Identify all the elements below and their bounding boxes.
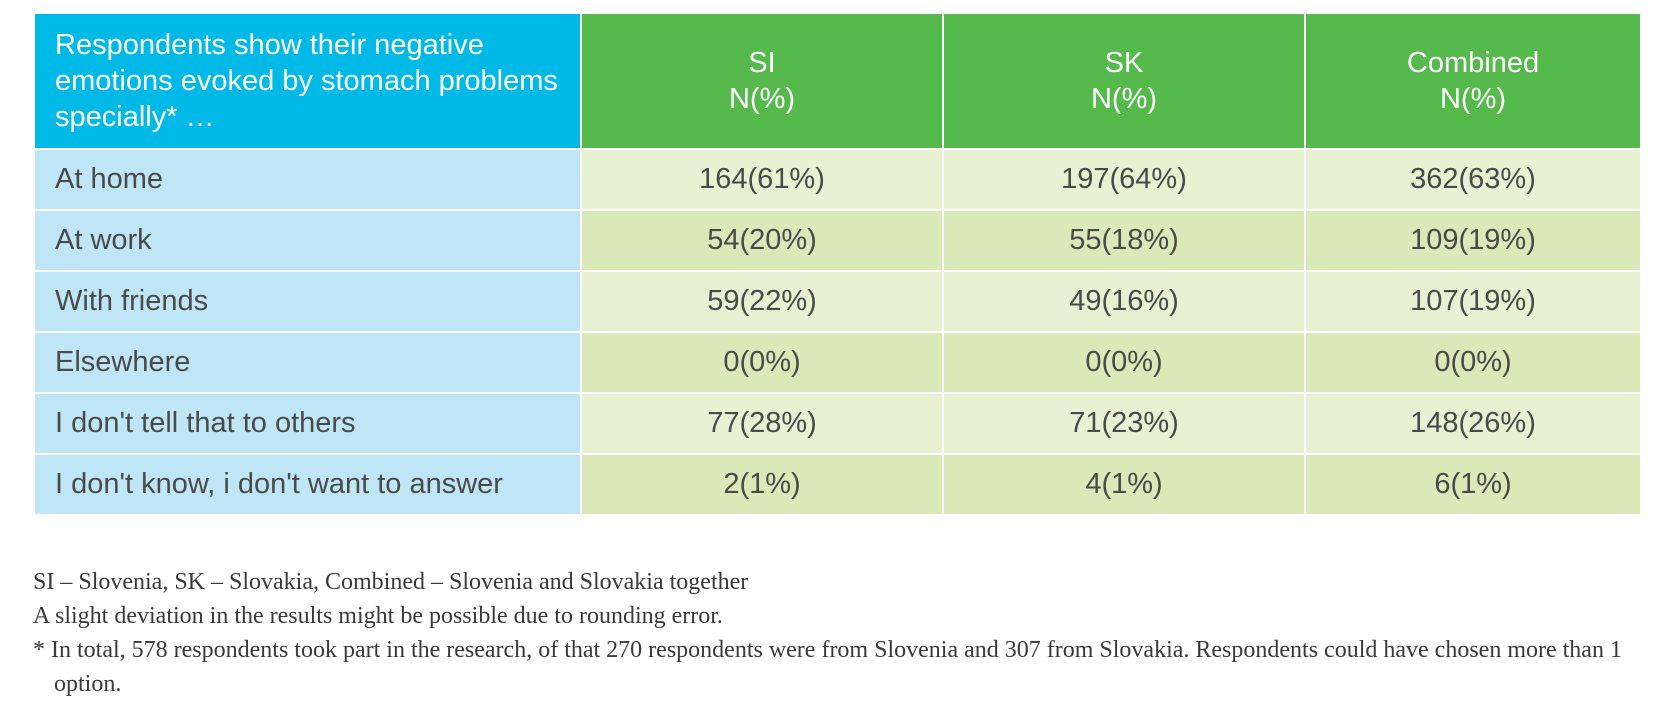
column-header-combined: Combined N(%) [1304,12,1642,150]
row-label: With friends [33,270,582,333]
cell-si: 164(61%) [580,148,944,211]
cell-combined: 148(26%) [1304,392,1642,455]
cell-si: 2(1%) [580,453,944,516]
cell-combined: 6(1%) [1304,453,1642,516]
row-label: I don't tell that to others [33,392,582,455]
row-label: At work [33,209,582,272]
table-row: At home 164(61%) 197(64%) 362(63%) [33,148,1642,211]
column-header-name: Combined [1406,47,1540,79]
results-table-container: Respondents show their negative emotions… [33,12,1642,516]
respondents-footnote: * In total, 578 respondents took part in… [33,637,1622,697]
column-header-name: SK [1104,47,1144,79]
cell-sk: 4(1%) [942,453,1306,516]
cell-combined: 107(19%) [1304,270,1642,333]
cell-si: 77(28%) [580,392,944,455]
cell-si: 0(0%) [580,331,944,394]
row-label: Elsewhere [33,331,582,394]
column-header-sk: SK N(%) [942,12,1306,150]
cell-si: 59(22%) [580,270,944,333]
cell-sk: 71(23%) [942,392,1306,455]
results-table: Respondents show their negative emotions… [33,12,1642,516]
cell-combined: 362(63%) [1304,148,1642,211]
row-label: At home [33,148,582,211]
abbreviation-legend: SI – Slovenia, SK – Slovakia, Combined –… [33,569,749,595]
table-row: Elsewhere 0(0%) 0(0%) 0(0%) [33,331,1642,394]
cell-sk: 0(0%) [942,331,1306,394]
cell-sk: 55(18%) [942,209,1306,272]
column-header-unit: N(%) [1090,83,1158,115]
column-header-unit: N(%) [1439,83,1507,115]
table-header-row: Respondents show their negative emotions… [33,12,1642,150]
table-row: At work 54(20%) 55(18%) 109(19%) [33,209,1642,272]
rounding-note: A slight deviation in the results might … [33,603,723,629]
column-header-unit: N(%) [728,83,796,115]
cell-sk: 197(64%) [942,148,1306,211]
corner-header: Respondents show their negative emotions… [33,12,582,150]
cell-combined: 109(19%) [1304,209,1642,272]
column-header-name: SI [748,47,776,79]
table-row: With friends 59(22%) 49(16%) 107(19%) [33,270,1642,333]
table-row: I don't tell that to others 77(28%) 71(2… [33,392,1642,455]
row-label: I don't know, i don't want to answer [33,453,582,516]
cell-sk: 49(16%) [942,270,1306,333]
cell-si: 54(20%) [580,209,944,272]
table-notes: SI – Slovenia, SK – Slovakia, Combined –… [33,565,1643,701]
column-header-si: SI N(%) [580,12,944,150]
cell-combined: 0(0%) [1304,331,1642,394]
table-row: I don't know, i don't want to answer 2(1… [33,453,1642,516]
